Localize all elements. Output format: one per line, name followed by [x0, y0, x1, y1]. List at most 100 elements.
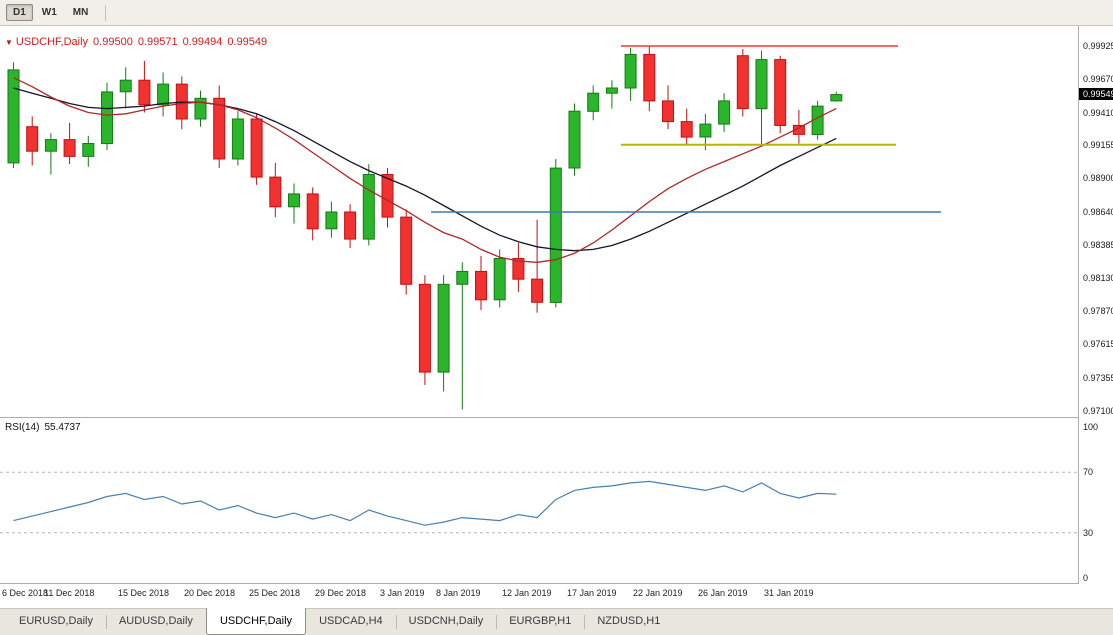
- price-axis[interactable]: 0.99549 0.99925 0.99670 0.99410 0.99155 0.98…: [1078, 26, 1113, 584]
- price-tick-label: 0.97870: [1083, 306, 1113, 316]
- timeframe-toolbar: D1 W1 MN: [0, 0, 1113, 26]
- price-tick-label: 0.98640: [1083, 207, 1113, 217]
- rsi-panel-divider[interactable]: [0, 417, 1113, 418]
- current-price-badge: 0.99549: [1079, 88, 1113, 100]
- candle-up: [119, 79, 132, 93]
- tab-usdcad-h4[interactable]: USDCAD,H4: [319, 615, 383, 627]
- candle-down: [512, 258, 525, 280]
- chart-title: ▼ USDCHF,Daily 0.99500 0.99571 0.99494 0.9954…: [5, 36, 272, 48]
- candle-up: [157, 83, 170, 106]
- candle-up: [699, 123, 712, 138]
- candle-up: [101, 91, 113, 145]
- price-tick-label: 0.99670: [1083, 74, 1113, 84]
- tab-usdchf-daily[interactable]: USDCHF,Daily: [205, 608, 307, 635]
- price-tick-label: 0.99925: [1083, 41, 1113, 51]
- tab-eurusd-daily[interactable]: EURUSD,Daily: [19, 615, 93, 627]
- date-tick-label: 6 Dec 2018: [2, 588, 49, 598]
- candle-up: [194, 97, 207, 120]
- price-tick-label: 0.98385: [1083, 240, 1113, 250]
- price-tick-label: 0.97355: [1083, 373, 1113, 383]
- candle-down: [269, 176, 282, 208]
- chart-symbol-label: USDCHF,Daily: [15, 36, 89, 48]
- rsi-indicator-label: RSI(14) 55.4737: [5, 422, 86, 433]
- symbol-tabbar: EURUSD,Daily AUDUSD,Daily USDCHF,Daily USDC…: [0, 608, 1113, 635]
- candle-down: [680, 121, 693, 138]
- quote-close: 0.99549: [227, 36, 268, 48]
- candle-up: [718, 100, 731, 125]
- timeframe-button-mn[interactable]: MN: [72, 7, 89, 18]
- candle-down: [26, 126, 39, 152]
- candle-up: [755, 59, 768, 110]
- price-tick-label: 0.97615: [1083, 339, 1113, 349]
- date-tick-label: 20 Dec 2018: [184, 588, 236, 598]
- candle-down: [250, 118, 263, 178]
- price-tick-label: 0.98900: [1083, 173, 1113, 183]
- candle-up: [624, 53, 637, 89]
- candle-down: [400, 216, 413, 285]
- candle-up: [587, 92, 600, 112]
- candle-up: [493, 258, 506, 301]
- date-tick-label: 17 Jan 2019: [567, 588, 617, 598]
- tab-nzdusd-h1[interactable]: NZDUSD,H1: [584, 609, 673, 635]
- rsi-name: RSI(14): [5, 422, 40, 433]
- candle-down: [531, 278, 544, 303]
- date-tick-label: 8 Jan 2019: [436, 588, 481, 598]
- time-axis[interactable]: 6 Dec 2018 11 Dec 2018 15 Dec 2018 20 Dec 2…: [0, 584, 1113, 608]
- quote-low: 0.99494: [182, 36, 223, 48]
- candle-up: [830, 94, 843, 102]
- candle-up: [325, 211, 338, 230]
- time-axis-divider: [0, 583, 1113, 584]
- candle-down: [381, 174, 394, 218]
- price-tick-label: 0.99155: [1083, 140, 1113, 150]
- candle-down: [213, 97, 226, 160]
- tab-usdcnh-daily[interactable]: USDCNH,Daily: [395, 609, 497, 635]
- date-tick-label: 31 Jan 2019: [764, 588, 814, 598]
- date-tick-label: 3 Jan 2019: [380, 588, 425, 598]
- price-chart-plot[interactable]: [0, 26, 1078, 416]
- rsi-tick-label: 30: [1083, 528, 1094, 538]
- candle-up: [568, 110, 581, 169]
- candle-up: [362, 174, 375, 240]
- candle-down: [306, 193, 319, 230]
- price-tick-label: 0.99410: [1083, 108, 1113, 118]
- ma-slow-line: [13, 87, 837, 252]
- rsi-tick-label: 100: [1083, 422, 1099, 432]
- candle-up: [7, 69, 20, 164]
- candle-down: [63, 139, 76, 157]
- candle-down: [475, 270, 487, 301]
- date-tick-label: 12 Jan 2019: [502, 588, 552, 598]
- date-tick-label: 29 Dec 2018: [315, 588, 367, 598]
- date-tick-label: 22 Jan 2019: [633, 588, 683, 598]
- candle-down: [736, 55, 749, 110]
- candle-up: [44, 139, 57, 152]
- candle-down: [643, 53, 656, 102]
- timeframe-button-w1[interactable]: W1: [41, 7, 57, 18]
- candle-up: [605, 87, 618, 94]
- rsi-indicator-plot[interactable]: [0, 418, 1078, 583]
- candle-down: [344, 211, 357, 240]
- rsi-value: 55.4737: [44, 422, 81, 433]
- rsi-tick-label: 70: [1083, 467, 1094, 477]
- candle-up: [456, 270, 469, 285]
- candle-up: [288, 193, 300, 208]
- timeframe-buttons: D1 W1 MN: [6, 4, 97, 21]
- date-tick-label: 15 Dec 2018: [118, 588, 170, 598]
- tab-eurgbp-h1[interactable]: EURGBP,H1: [496, 609, 584, 635]
- candle-up: [231, 118, 244, 160]
- toolbar-separator: [105, 4, 107, 21]
- symbol-dropdown-icon[interactable]: ▼: [5, 38, 13, 47]
- timeframe-button-d1[interactable]: D1: [6, 4, 33, 21]
- price-tick-label: 0.97100: [1083, 406, 1113, 416]
- quote-high: 0.99571: [137, 36, 178, 48]
- rsi-line: [13, 480, 837, 526]
- tab-audusd-daily[interactable]: AUDUSD,Daily: [105, 609, 206, 635]
- price-tick-label: 0.98130: [1083, 273, 1113, 283]
- date-tick-label: 26 Jan 2019: [698, 588, 748, 598]
- rsi-tick-label: 0: [1083, 573, 1089, 583]
- quote-open: 0.99500: [93, 36, 133, 48]
- candle-down: [662, 100, 674, 123]
- date-tick-label: 11 Dec 2018: [44, 588, 95, 598]
- candle-down: [138, 79, 151, 106]
- candle-down: [418, 283, 431, 373]
